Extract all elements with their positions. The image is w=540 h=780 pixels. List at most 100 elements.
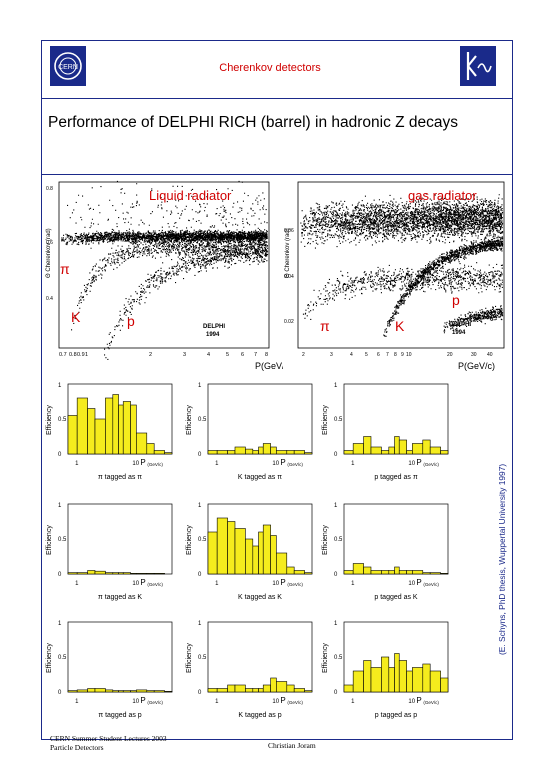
- efficiency-bin: [381, 657, 388, 692]
- efficiency-bin: [430, 671, 440, 692]
- efficiency-bin: [245, 449, 252, 454]
- liquid-ytick-1: 0.6: [46, 240, 53, 246]
- efficiency-bin: [395, 437, 400, 455]
- efficiency-bin: [423, 573, 430, 574]
- efficiency-caption: p tagged as K: [374, 594, 418, 601]
- efficiency-ytick: 0: [198, 572, 202, 578]
- efficiency-bin: [423, 664, 430, 692]
- svg-text:10: 10: [406, 352, 412, 358]
- efficiency-bin: [208, 689, 217, 693]
- efficiency-bin: [353, 444, 363, 455]
- efficiency-bin: [123, 691, 130, 692]
- gas-ytick-0: 0.06: [284, 228, 294, 234]
- efficiency-bin: [217, 451, 227, 455]
- efficiency-bin: [147, 573, 154, 574]
- efficiency-bin: [208, 532, 217, 574]
- efficiency-xtick: 1: [75, 461, 79, 467]
- efficiency-ylabel: Efficiency: [46, 525, 53, 555]
- gas-ylabel: Θ Cherenkov (rad): [285, 228, 291, 278]
- efficiency-xtick: 1: [215, 699, 219, 705]
- gas-p-label: p: [452, 292, 460, 308]
- efficiency-bin: [287, 567, 294, 574]
- efficiency-xtick: 10: [272, 699, 279, 705]
- efficiency-ytick: 0.5: [334, 655, 343, 661]
- svg-text:0.9: 0.9: [77, 352, 85, 358]
- panel-frame: [208, 384, 312, 454]
- efficiency-bin: [276, 553, 286, 574]
- efficiency-bin: [217, 689, 227, 693]
- efficiency-bin: [88, 689, 95, 693]
- gas-ytick-2: 0.02: [284, 319, 294, 325]
- panel-frame: [68, 504, 172, 574]
- efficiency-bin: [412, 444, 422, 455]
- efficiency-bin: [136, 573, 146, 574]
- efficiency-xtick: 1: [351, 581, 355, 587]
- liquid-p-label: p: [127, 313, 135, 329]
- liquid-ytick-0: 0.8: [46, 186, 53, 192]
- efficiency-bin: [105, 690, 112, 692]
- efficiency-bin: [235, 529, 245, 575]
- svg-text:40: 40: [487, 352, 493, 358]
- efficiency-ylabel: Efficiency: [322, 405, 329, 435]
- efficiency-bin: [430, 447, 440, 454]
- efficiency-caption: p tagged as p: [375, 712, 418, 719]
- efficiency-bin: [412, 571, 422, 575]
- efficiency-bin: [412, 668, 422, 693]
- efficiency-xlabel: P: [280, 696, 285, 705]
- efficiency-xlabel: P: [280, 578, 285, 587]
- efficiency-bin: [305, 453, 312, 454]
- efficiency-bin: [399, 440, 406, 454]
- efficiency-ytick: 1: [198, 503, 202, 509]
- svg-text:0.7: 0.7: [59, 352, 67, 358]
- efficiency-ytick: 1: [58, 503, 62, 509]
- efficiency-bin: [119, 405, 124, 454]
- efficiency-bin: [441, 451, 448, 455]
- efficiency-bin: [441, 573, 448, 574]
- efficiency-bin: [235, 447, 245, 454]
- efficiency-bin: [105, 398, 112, 454]
- efficiency-panel: 1 0.5 0 Efficiency 1 10 P (GeV/c) p tagged as p: [322, 621, 448, 719]
- efficiency-bin: [381, 571, 388, 575]
- efficiency-bin: [305, 691, 312, 692]
- efficiency-bin: [371, 571, 381, 575]
- efficiency-panel: 10.50Efficiency1 10 P (GeV/c)π tagged as K: [46, 503, 172, 601]
- footer-author: Christian Joram: [268, 741, 316, 750]
- slide-heading: Performance of DELPHI RICH (barrel) in h…: [48, 113, 488, 132]
- efficiency-bin: [165, 453, 172, 454]
- svg-text:1: 1: [85, 352, 88, 358]
- efficiency-xtick: 10: [272, 461, 279, 467]
- gas-k-label: K: [395, 318, 405, 334]
- efficiency-ytick: 0.5: [334, 417, 343, 423]
- efficiency-xlabel: P: [280, 458, 285, 467]
- efficiency-bin: [68, 691, 77, 692]
- efficiency-bin: [123, 402, 130, 455]
- efficiency-bin: [208, 451, 217, 455]
- efficiency-bin: [430, 573, 440, 574]
- efficiency-xunit: (GeV/c): [147, 462, 163, 467]
- svg-text:20: 20: [447, 352, 453, 358]
- efficiency-bin: [253, 451, 259, 455]
- efficiency-bin: [131, 573, 137, 574]
- efficiency-bin: [259, 447, 264, 454]
- efficiency-bin: [287, 451, 294, 455]
- efficiency-ytick: 1: [198, 383, 202, 389]
- efficiency-xunit: (GeV/c): [147, 582, 163, 587]
- efficiency-bin: [364, 661, 371, 693]
- efficiency-xlabel: P: [416, 458, 421, 467]
- efficiency-bin: [389, 571, 395, 575]
- efficiency-bin: [77, 690, 87, 692]
- svg-text:3: 3: [183, 352, 186, 358]
- efficiency-bin: [276, 682, 286, 693]
- svg-text:6: 6: [377, 352, 380, 358]
- efficiency-xtick: 10: [132, 461, 139, 467]
- efficiency-bin: [305, 573, 312, 574]
- efficiency-bin: [68, 573, 77, 574]
- efficiency-bin: [259, 689, 264, 693]
- efficiency-ylabel: Efficiency: [186, 525, 193, 555]
- efficiency-ylabel: Efficiency: [322, 643, 329, 673]
- efficiency-bin: [395, 567, 400, 574]
- efficiency-bin: [371, 668, 381, 693]
- heading-rule: [41, 174, 513, 175]
- efficiency-bin: [294, 689, 304, 693]
- efficiency-ytick: 0.5: [198, 417, 207, 423]
